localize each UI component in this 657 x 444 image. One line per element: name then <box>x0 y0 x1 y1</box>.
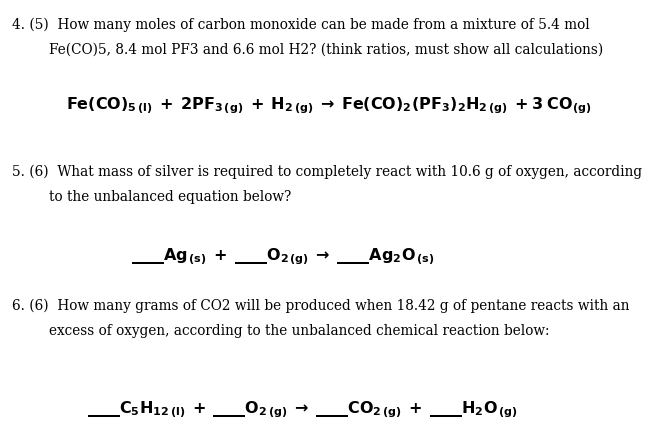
Text: 5. (6)  What mass of silver is required to completely react with 10.6 g of oxyge: 5. (6) What mass of silver is required t… <box>12 164 642 178</box>
Text: $\mathbf{\_\_\_\_Ag_{\,(s)}\;+\;\_\_\_\_O_{2\,(g)}}$$\mathbf{\;\rightarrow\;\_\_: $\mathbf{\_\_\_\_Ag_{\,(s)}\;+\;\_\_\_\_… <box>131 246 434 267</box>
Text: $\mathbf{Fe(CO)_{5\,(l)}}$$\mathbf{\;+\;2PF_{3\,(g)}\;+\;H_{2\,(g)}}$$\mathbf{\;: $\mathbf{Fe(CO)_{5\,(l)}}$$\mathbf{\;+\;… <box>66 95 591 116</box>
Text: excess of oxygen, according to the unbalanced chemical reaction below:: excess of oxygen, according to the unbal… <box>49 324 550 338</box>
Text: 6. (6)  How many grams of CO2 will be produced when 18.42 g of pentane reacts wi: 6. (6) How many grams of CO2 will be pro… <box>12 298 629 313</box>
Text: to the unbalanced equation below?: to the unbalanced equation below? <box>49 190 292 204</box>
Text: 4. (5)  How many moles of carbon monoxide can be made from a mixture of 5.4 mol: 4. (5) How many moles of carbon monoxide… <box>12 18 589 32</box>
Text: Fe(CO)5, 8.4 mol PF3 and 6.6 mol H2? (think ratios, must show all calculations): Fe(CO)5, 8.4 mol PF3 and 6.6 mol H2? (th… <box>49 42 604 56</box>
Text: $\mathbf{\_\_\_\_C_{5}H_{12\,(l)}\;+\;\_\_\_\_O_{2\,(g)}}$$\mathbf{\;\rightarrow: $\mathbf{\_\_\_\_C_{5}H_{12\,(l)}\;+\;\_… <box>87 400 518 420</box>
